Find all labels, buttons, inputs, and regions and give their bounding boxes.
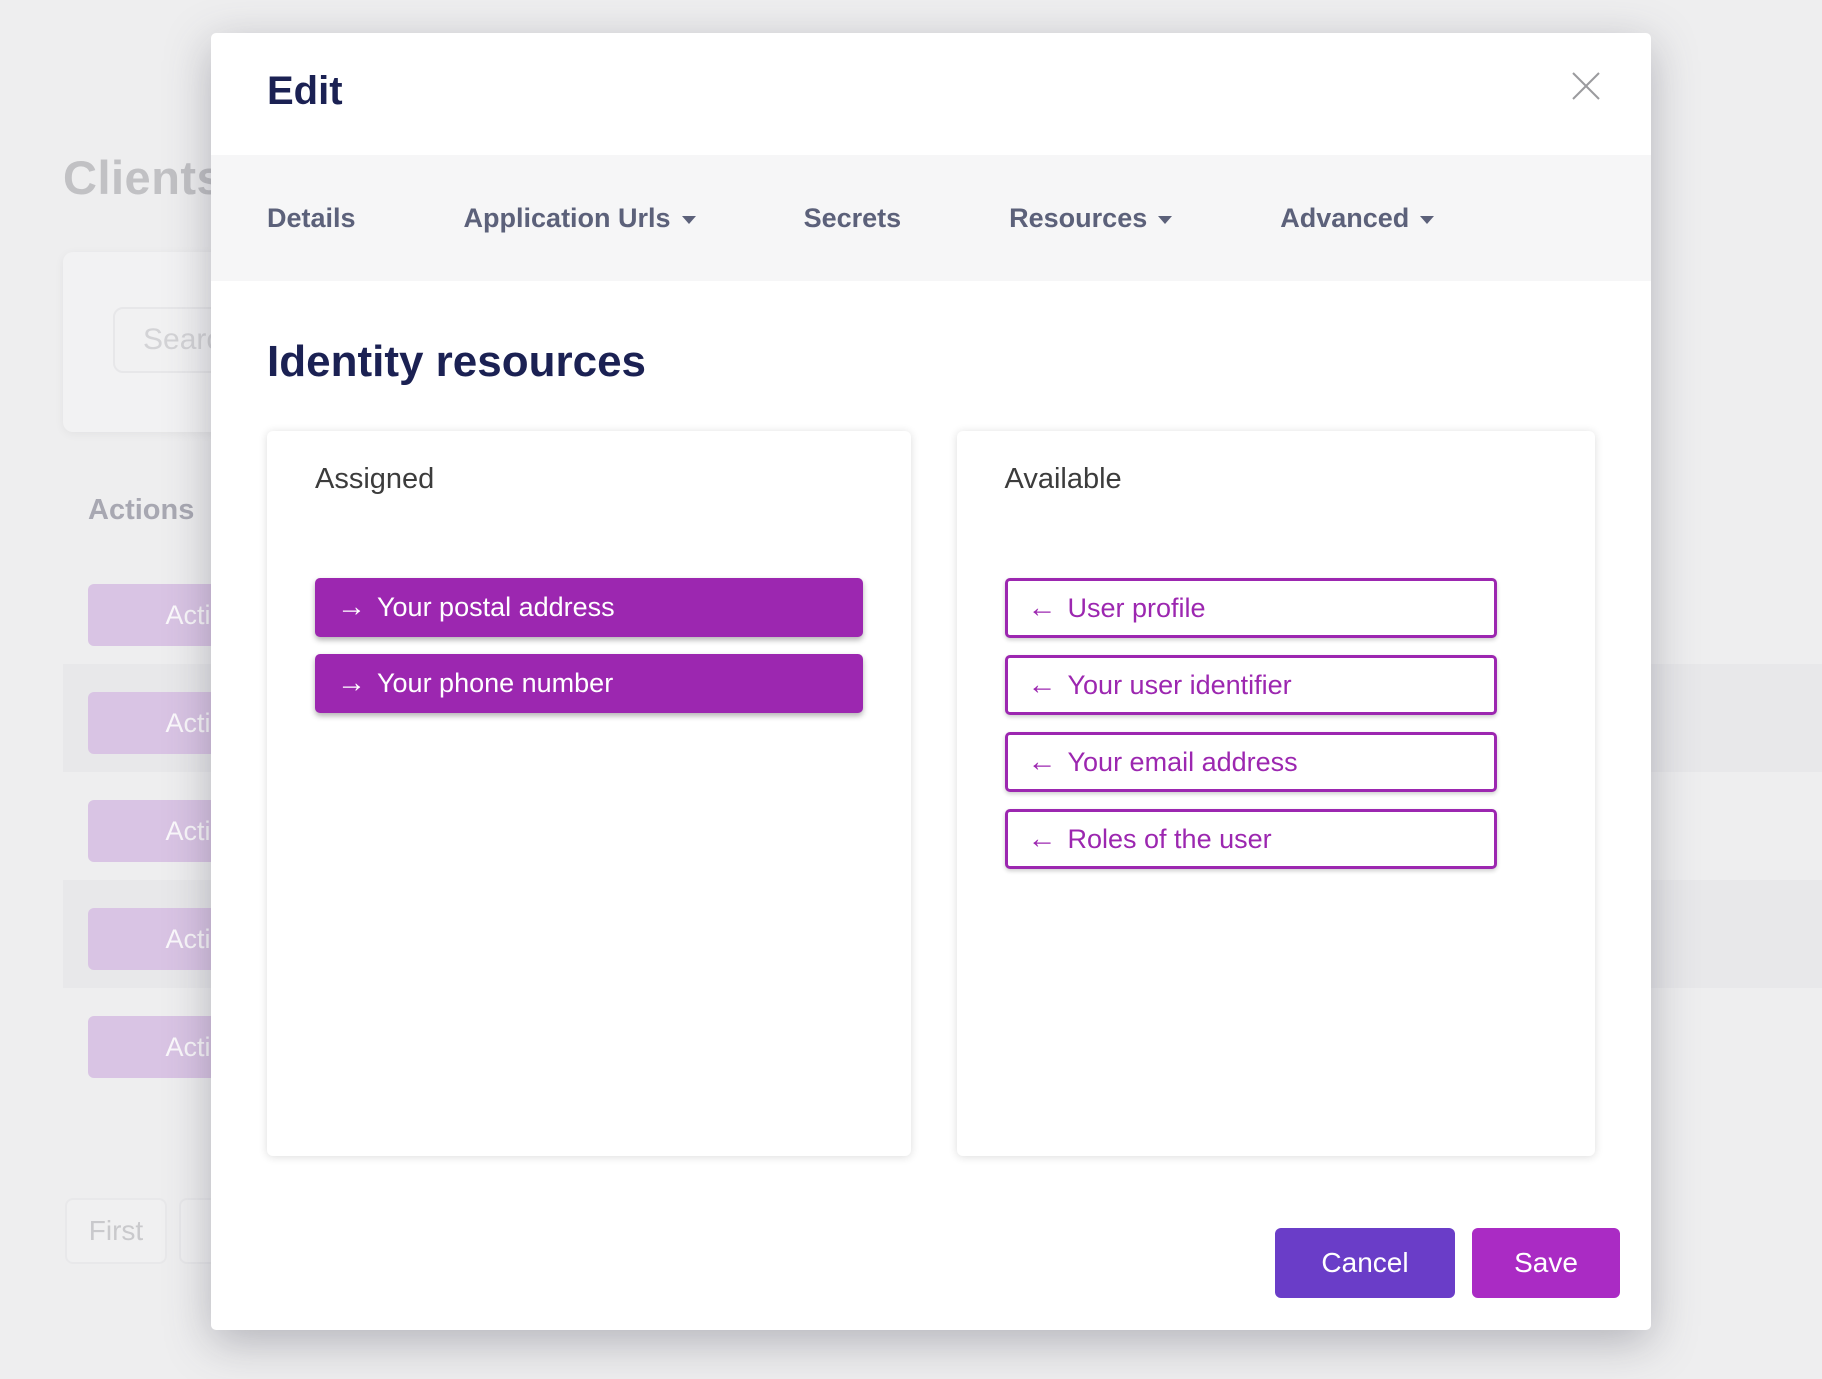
arrow-left-icon: ← — [1027, 822, 1057, 855]
modal-body: Identity resources Assigned → Your postal… — [211, 281, 1651, 1156]
resource-item-label: Your phone number — [377, 668, 614, 698]
tab-label: Details — [267, 202, 356, 233]
available-label: Available — [1004, 463, 1122, 495]
assigned-panel: Assigned → Your postal address → Your phone… — [267, 431, 911, 1156]
available-panel: Available ← User profile ← Your user identi… — [956, 431, 1595, 1156]
resource-item-your-email-address[interactable]: ← Your email address — [1004, 732, 1497, 792]
resource-item-label: Your user identifier — [1067, 669, 1292, 700]
tab-details[interactable]: Details — [267, 203, 356, 234]
page-title: Clients — [63, 151, 224, 204]
actions-column-header: Actions — [88, 494, 195, 526]
modal-header: Edit — [211, 33, 1651, 155]
pagination-first-button[interactable]: First — [65, 1198, 167, 1264]
resource-item-your-phone-number[interactable]: → Your phone number — [315, 654, 863, 713]
resource-item-label: Your postal address — [377, 592, 615, 622]
resource-item-label: User profile — [1067, 592, 1206, 623]
available-list: ← User profile ← Your user identifier ← Your … — [1004, 578, 1548, 869]
tab-secrets[interactable]: Secrets — [804, 203, 902, 234]
resource-panels: Assigned → Your postal address → Your phone… — [267, 431, 1595, 1156]
tab-label: Resources — [1009, 202, 1148, 233]
save-button[interactable]: Save — [1472, 1228, 1620, 1298]
assigned-list: → Your postal address → Your phone number — [315, 578, 863, 713]
tab-label: Advanced — [1280, 202, 1410, 233]
tab-resources[interactable]: Resources — [1009, 202, 1173, 234]
arrow-right-icon: → — [337, 591, 366, 623]
resource-item-user-profile[interactable]: ← User profile — [1004, 578, 1497, 638]
arrow-left-icon: ← — [1027, 668, 1057, 701]
resource-item-roles-of-the-user[interactable]: ← Roles of the user — [1004, 809, 1497, 869]
resource-item-your-postal-address[interactable]: → Your postal address — [315, 578, 863, 637]
close-icon[interactable] — [1567, 67, 1605, 105]
section-title: Identity resources — [267, 337, 647, 386]
resource-item-label: Roles of the user — [1067, 823, 1272, 854]
tab-label: Secrets — [803, 202, 902, 233]
tab-advanced[interactable]: Advanced — [1280, 202, 1435, 234]
resource-item-label: Your email address — [1067, 746, 1298, 777]
arrow-right-icon: → — [337, 667, 366, 699]
resource-item-your-user-identifier[interactable]: ← Your user identifier — [1004, 655, 1497, 715]
tab-bar: Details Application Urls Secrets Resources A… — [211, 155, 1651, 281]
caret-down-icon — [681, 216, 696, 224]
caret-down-icon — [1158, 216, 1173, 224]
tab-label: Application Urls — [463, 202, 671, 233]
assigned-label: Assigned — [315, 463, 435, 495]
arrow-left-icon: ← — [1027, 591, 1057, 624]
cancel-button[interactable]: Cancel — [1275, 1228, 1455, 1298]
arrow-left-icon: ← — [1027, 745, 1057, 778]
modal-title: Edit — [267, 69, 343, 113]
edit-modal: Edit Details Application Urls Secrets Resou… — [211, 33, 1651, 1330]
tab-application-urls[interactable]: Application Urls — [464, 203, 696, 234]
caret-down-icon — [1420, 216, 1435, 224]
